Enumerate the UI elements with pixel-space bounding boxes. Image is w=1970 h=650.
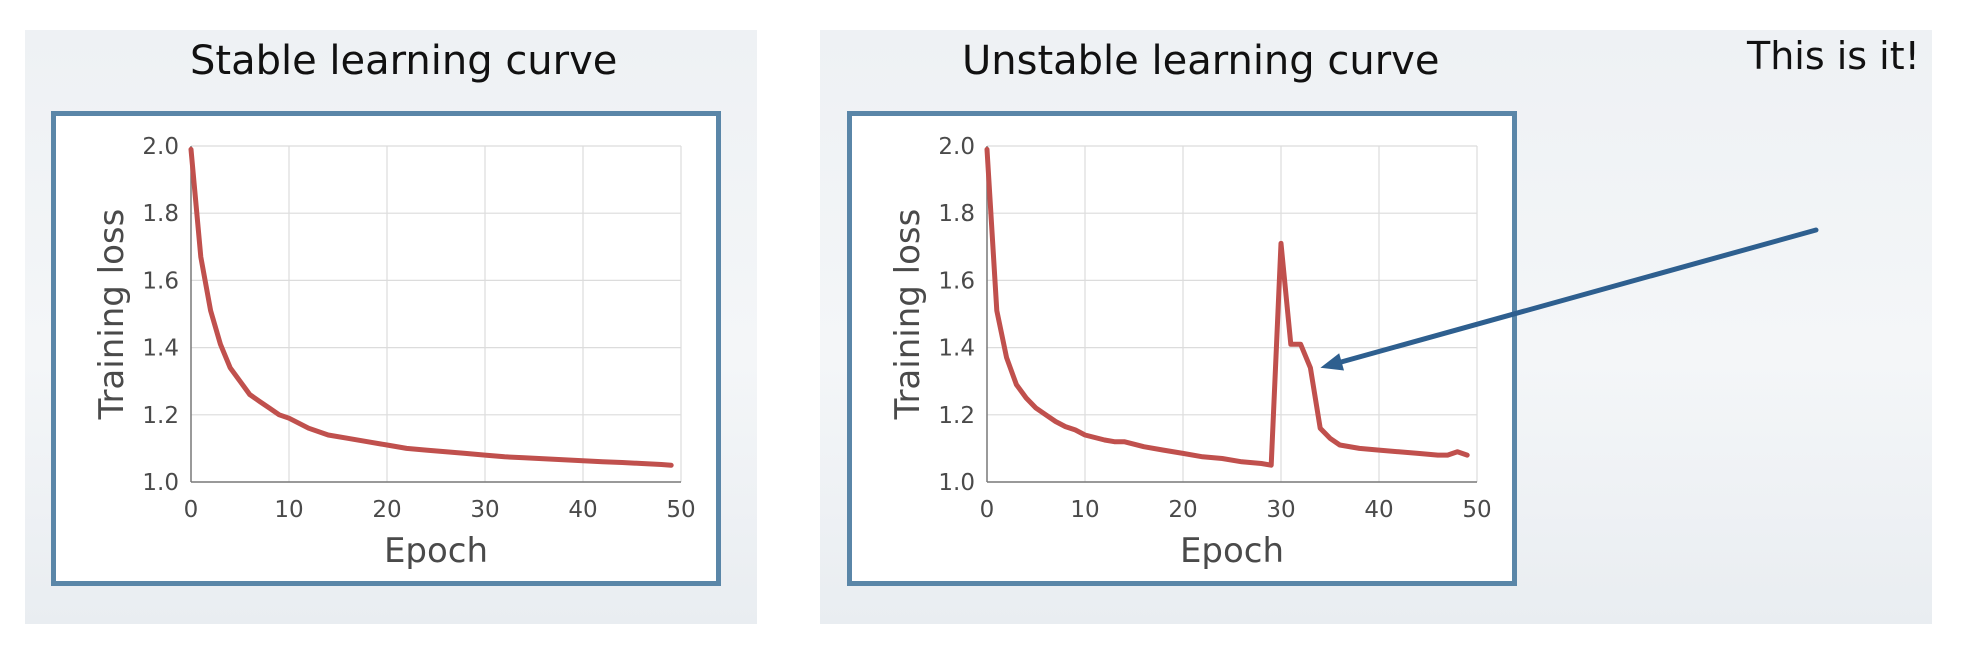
chart-frame: 0 10 20 30 40 50 1.0 1.2 1.4 1.6 1.8 2.0 Epoch Traini… (51, 111, 721, 586)
y-tick-label: 1.8 (938, 201, 975, 227)
y-tick-label: 1.2 (938, 403, 975, 429)
x-tick-label: 40 (1364, 497, 1393, 523)
y-tick-label: 1.0 (938, 470, 975, 496)
y-tick-label: 1.4 (938, 336, 975, 362)
y-tick-label: 1.2 (142, 403, 179, 429)
chart-panel-unstable: Unstable learning curve 0 10 20 30 40 50 1.0 1.… (820, 30, 1932, 624)
y-tick-label: 1.8 (142, 201, 179, 227)
y-tick-label: 2.0 (142, 134, 179, 160)
chart-title: Stable learning curve (190, 38, 618, 84)
annotation-label: This is it! (1747, 34, 1920, 78)
y-tick-label: 1.4 (142, 336, 179, 362)
chart-panel-stable: Stable learning curve 0 10 20 30 40 50 1.0 1.2 1… (25, 30, 757, 624)
y-tick-label: 2.0 (938, 134, 975, 160)
series-line-training-loss (188, 146, 674, 468)
y-tick-label: 1.0 (142, 470, 179, 496)
x-tick-label: 10 (274, 497, 303, 523)
y-tick-label: 1.6 (938, 268, 975, 294)
chart-title: Unstable learning curve (962, 38, 1440, 84)
x-tick-label: 50 (666, 497, 695, 523)
x-axis-label: Epoch (1180, 531, 1284, 571)
x-tick-label: 50 (1462, 497, 1491, 523)
y-tick-label: 1.6 (142, 268, 179, 294)
x-tick-label: 0 (184, 497, 199, 523)
annotation-arrow-head (1320, 353, 1345, 371)
annotation-arrow-shaft (1339, 227, 1819, 365)
y-axis-label: Training loss (92, 209, 132, 421)
chart-frame: 0 10 20 30 40 50 1.0 1.2 1.4 1.6 1.8 2.0 Epoch Traini… (847, 111, 1517, 586)
x-tick-label: 20 (1168, 497, 1197, 523)
x-tick-label: 10 (1070, 497, 1099, 523)
y-axis-label: Training loss (888, 209, 928, 421)
x-tick-label: 30 (1266, 497, 1295, 523)
series-line-training-loss (984, 146, 1470, 468)
x-tick-label: 20 (372, 497, 401, 523)
x-tick-label: 0 (980, 497, 995, 523)
x-axis-label: Epoch (384, 531, 488, 571)
stable-learning-curve-chart: 0 10 20 30 40 50 1.0 1.2 1.4 1.6 1.8 2.0 Epoch Traini… (92, 134, 696, 571)
x-tick-label: 30 (470, 497, 499, 523)
unstable-learning-curve-chart: 0 10 20 30 40 50 1.0 1.2 1.4 1.6 1.8 2.0 Epoch Traini… (888, 134, 1492, 571)
x-tick-label: 40 (568, 497, 597, 523)
